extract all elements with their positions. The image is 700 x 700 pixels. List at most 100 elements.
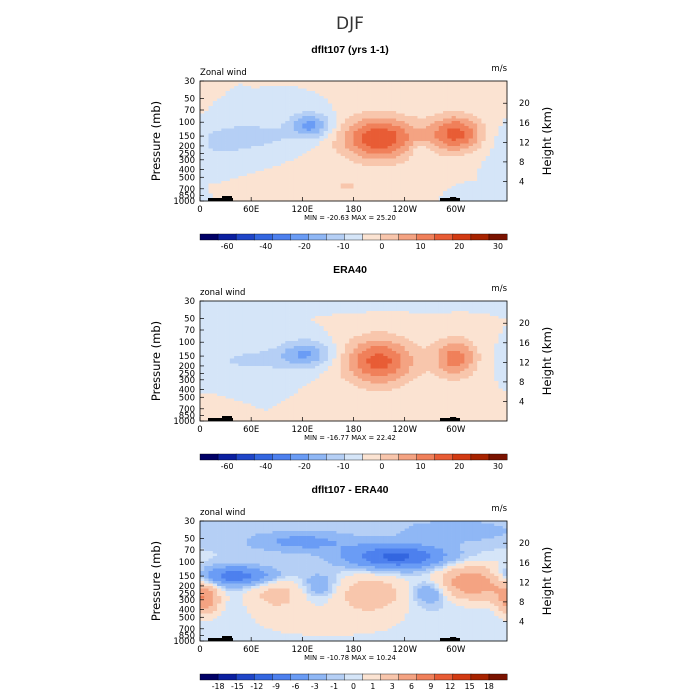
field-cell xyxy=(434,151,440,154)
field-cell xyxy=(430,183,435,187)
field-cell xyxy=(408,93,414,97)
field-cell xyxy=(408,111,414,114)
field-cell xyxy=(302,193,307,197)
field-cell xyxy=(200,303,205,307)
field-cell xyxy=(242,343,248,347)
field-cell xyxy=(477,346,482,349)
field-cell xyxy=(217,323,222,327)
field-cell xyxy=(255,83,261,87)
field-cell xyxy=(344,346,350,349)
field-cell xyxy=(477,118,482,122)
field-cell xyxy=(246,108,252,112)
field-cell xyxy=(464,156,469,159)
field-cell xyxy=(455,106,461,109)
field-cell xyxy=(494,178,499,182)
field-cell xyxy=(404,133,410,137)
field-cell xyxy=(362,338,367,342)
field-cell xyxy=(204,348,209,352)
field-cell xyxy=(425,86,431,89)
field-cell xyxy=(319,173,324,177)
field-cell xyxy=(502,106,508,109)
field-cell xyxy=(238,156,243,159)
field-cell xyxy=(357,118,363,122)
field-cell xyxy=(221,341,226,344)
field-cell xyxy=(242,321,248,324)
field-cell xyxy=(302,316,307,319)
field-cell xyxy=(349,93,354,97)
colorbar-swatch xyxy=(290,233,309,241)
field-cell xyxy=(293,331,299,334)
field-cell xyxy=(246,173,252,177)
field-cell xyxy=(494,126,499,129)
field-cell xyxy=(489,333,495,337)
field-cell xyxy=(451,148,457,152)
field-cell xyxy=(336,316,342,319)
field-cell xyxy=(438,321,444,324)
field-cell xyxy=(366,333,371,337)
field-cell xyxy=(502,171,508,174)
field-cell xyxy=(225,156,231,159)
field-cell xyxy=(302,101,307,104)
field-cell xyxy=(302,311,307,314)
field-cell xyxy=(306,101,312,104)
field-cell xyxy=(400,96,406,99)
field-cell xyxy=(340,133,346,137)
field-cell xyxy=(430,196,435,199)
field-cell xyxy=(340,181,346,184)
field-cell xyxy=(323,88,329,92)
field-cell xyxy=(379,161,384,164)
field-cell xyxy=(379,121,384,124)
field-cell xyxy=(455,333,461,337)
field-cell xyxy=(438,328,444,332)
field-cell xyxy=(379,113,384,117)
field-cell xyxy=(217,83,222,87)
field-cell xyxy=(212,166,218,169)
field-cell xyxy=(332,311,337,314)
field-cell xyxy=(489,171,495,174)
field-cell xyxy=(379,146,384,149)
field-cell xyxy=(298,91,303,94)
field-cell xyxy=(310,178,316,182)
field-cell xyxy=(443,341,448,344)
field-cell xyxy=(404,311,410,314)
field-cell xyxy=(306,136,312,139)
field-cell xyxy=(340,348,346,352)
field-cell xyxy=(234,168,239,172)
field-cell xyxy=(357,178,363,182)
field-cell xyxy=(281,116,286,119)
field-cell xyxy=(362,168,367,172)
field-cell xyxy=(404,108,410,112)
field-cell xyxy=(498,323,504,327)
field-cell xyxy=(225,91,231,94)
field-cell xyxy=(217,336,222,339)
field-cell xyxy=(477,188,482,192)
field-cell xyxy=(255,141,261,144)
field-cell xyxy=(242,131,248,134)
field-cell xyxy=(494,343,499,347)
field-cell xyxy=(447,106,452,109)
field-cell xyxy=(468,128,474,132)
field-cell xyxy=(225,111,231,114)
field-cell xyxy=(404,103,410,107)
field-cell xyxy=(404,168,410,172)
field-cell xyxy=(502,136,508,139)
field-cell xyxy=(353,126,359,129)
field-cell xyxy=(276,176,282,179)
field-cell xyxy=(438,126,444,129)
field-cell xyxy=(221,176,226,179)
field-cell xyxy=(281,328,286,332)
field-cell xyxy=(204,318,209,322)
field-cell xyxy=(225,338,231,342)
field-cell xyxy=(400,158,406,162)
field-cell xyxy=(430,313,435,317)
field-cell xyxy=(489,343,495,347)
field-cell xyxy=(498,348,504,352)
field-cell xyxy=(383,83,388,87)
field-cell xyxy=(391,161,397,164)
field-cell xyxy=(443,123,448,127)
field-cell xyxy=(494,158,499,162)
field-cell xyxy=(255,131,261,134)
field-cell xyxy=(255,103,261,107)
field-cell xyxy=(460,168,465,172)
field-cell xyxy=(340,166,346,169)
